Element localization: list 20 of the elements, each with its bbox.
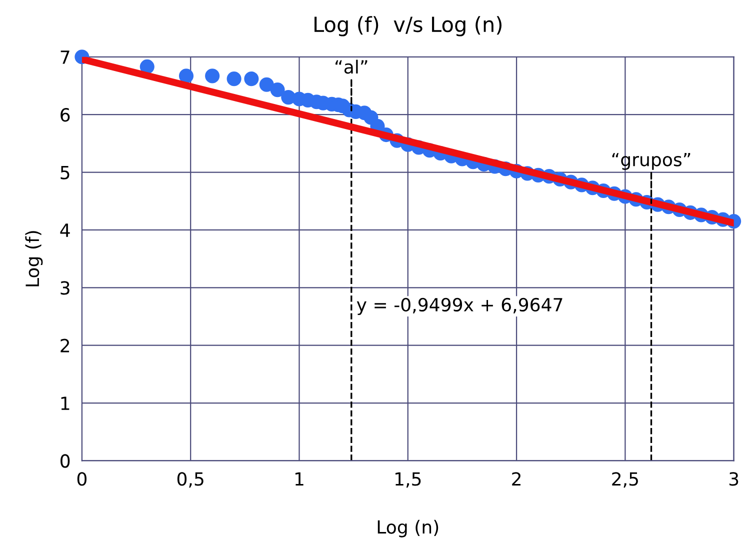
- x-tick-label: 3: [729, 472, 738, 486]
- y-tick-label: 5: [60, 166, 70, 180]
- y-tick-label: 4: [60, 224, 70, 237]
- y-tick-label: 0: [60, 454, 70, 468]
- x-tick-label: 2,5: [612, 472, 638, 488]
- y-tick-label: 7: [60, 50, 70, 64]
- x-tick-label: 1,5: [396, 472, 421, 488]
- chart-title: Log (f) v/s Log (n): [314, 16, 502, 36]
- y-tick-label: 1: [61, 396, 70, 410]
- y-tick-label: 6: [60, 108, 70, 122]
- x-tick-label: 1: [295, 472, 304, 486]
- ref-line-label: “al”: [336, 60, 368, 74]
- x-axis-title: Log (n): [378, 520, 438, 538]
- y-axis-title: Log (f): [25, 231, 43, 286]
- annotation: y = -0,9499x + 6,9647: [356, 298, 562, 316]
- y-tick-label: 2: [60, 338, 70, 352]
- x-tick-label: 2: [512, 472, 520, 486]
- y-tick-label: 3: [60, 281, 70, 295]
- x-tick-label: 0: [77, 472, 86, 486]
- x-tick-label: 0,5: [177, 472, 204, 488]
